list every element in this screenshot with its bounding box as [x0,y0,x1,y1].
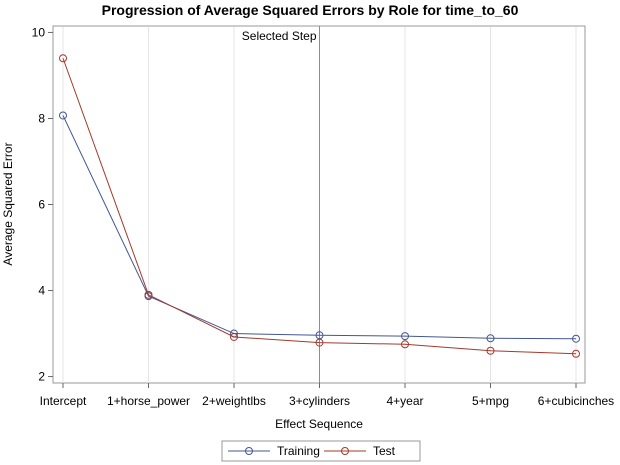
data-point [572,349,580,358]
series-training [59,111,580,343]
y-axis: 2 4 6 8 10 [32,25,53,384]
series-line-training [62,115,577,340]
data-point [572,334,580,343]
legend-label: Training [277,444,320,458]
legend-marker [245,447,253,455]
legend-label: Test [373,444,396,458]
x-tick-label: 4+year [386,394,423,408]
data-point [486,334,495,343]
data-point [486,346,495,355]
y-tick-label: 8 [38,111,45,125]
data-point [230,332,238,341]
x-tick-label: 6+cubicinches [538,394,614,408]
legend-box [221,440,421,462]
y-tick-label: 6 [38,198,45,212]
chart-title: Progression of Average Squared Errors by… [102,2,519,18]
series-line-test [62,58,577,355]
legend: Training Test [221,440,421,462]
x-tick-label: 3+cylinders [289,394,350,408]
y-tick-label: 2 [38,370,45,384]
data-point [315,338,324,347]
selected-step-marker: Selected Step [242,26,320,383]
x-axis-label: Effect Sequence [275,417,363,431]
series-test [59,54,580,358]
y-tick-label: 10 [32,25,46,39]
data-point [144,290,153,299]
data-point [59,54,67,63]
x-tick-label: 2+weightlbs [202,394,266,408]
x-tick-label: Intercept [40,394,87,408]
y-tick-label: 4 [38,284,45,298]
legend-item-test: Test [324,444,396,458]
y-axis-label: Average Squared Error [1,142,15,265]
data-point [401,332,409,341]
data-point [401,340,409,349]
legend-marker [341,447,349,455]
x-tick-label: 1+horse_power [107,394,190,408]
x-tick-label: 5+mpg [472,394,509,408]
selected-step-label: Selected Step [242,29,317,43]
data-point [59,111,67,120]
x-axis: Intercept 1+horse_power 2+weightlbs 3+cylin… [40,383,614,408]
series-layer [59,54,580,358]
legend-item-training: Training [228,444,320,458]
